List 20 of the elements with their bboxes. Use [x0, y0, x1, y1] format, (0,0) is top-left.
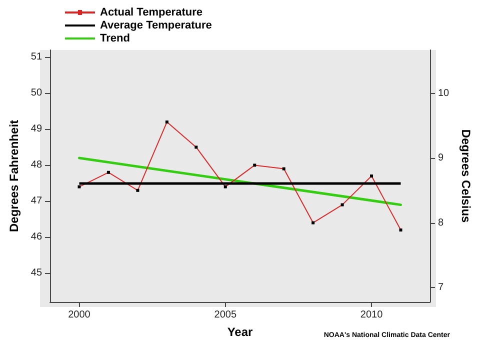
x-tick-label: 2005 [214, 310, 237, 320]
y2-tick-label: 10 [438, 88, 450, 99]
x-axis-title: Year [227, 325, 254, 339]
x-tick-label: 2000 [68, 310, 91, 320]
y-tick-label: 45 [30, 268, 42, 279]
y-tick-label: 46 [30, 232, 42, 243]
y2-tick-label: 8 [438, 217, 444, 228]
y-tick-label: 51 [30, 52, 42, 63]
y-tick-label: 48 [30, 160, 42, 171]
y2-axis-title: Degrees Celsius [459, 129, 473, 224]
y2-tick-label: 9 [438, 152, 444, 164]
y-axis-title: Degrees Fahrenheit [7, 120, 21, 232]
y2-tick-label: 7 [438, 282, 444, 294]
y-tick-label: 49 [30, 124, 42, 135]
legend-label: Trend [100, 32, 130, 44]
y-tick-label: 50 [30, 88, 42, 99]
x-tick-label: 2010 [360, 310, 384, 320]
legend-label: Average Temperature [100, 20, 212, 32]
legend-label: Actual Temperature [100, 6, 202, 18]
y-tick-label: 47 [30, 196, 42, 207]
